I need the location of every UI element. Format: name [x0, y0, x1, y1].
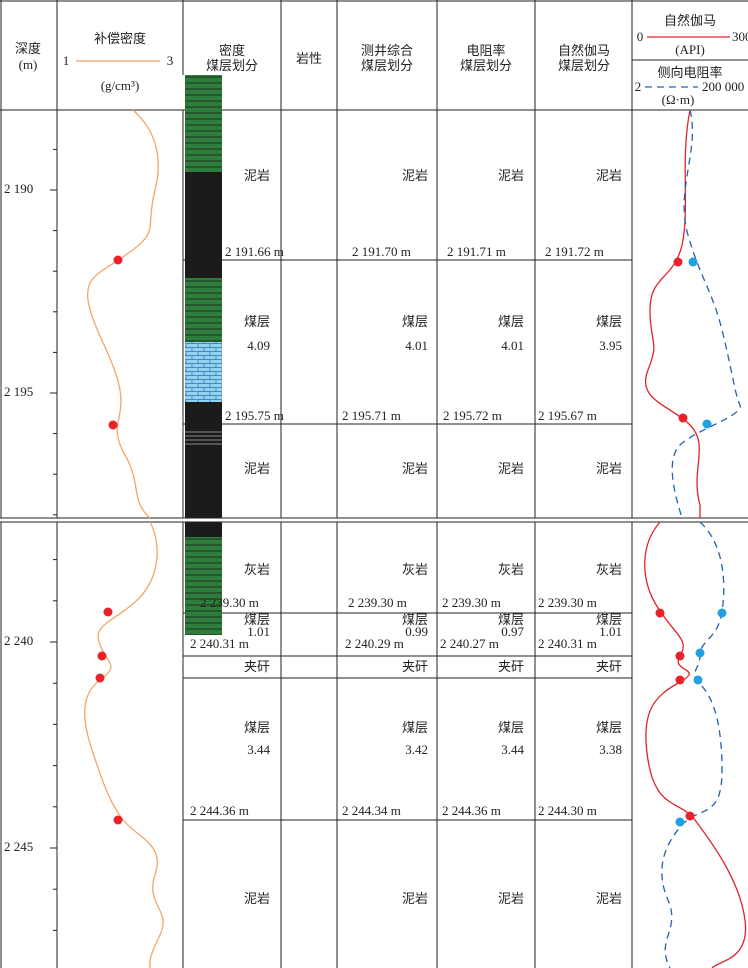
header-text: 300	[732, 29, 748, 44]
header-text: 煤层划分	[361, 58, 413, 73]
boundary-depth: 2 244.36 m	[190, 803, 249, 818]
boundary-depth: 2 195.72 m	[443, 408, 502, 423]
interval-label: 4.01	[501, 338, 524, 353]
interval-label: 泥岩	[244, 168, 270, 183]
interval-label: 1.01	[599, 624, 622, 639]
interval-label: 泥岩	[498, 891, 524, 906]
interval-label: 煤层	[402, 314, 428, 329]
boundary-depth: 2 239.30 m	[200, 595, 259, 610]
depth-label: 2 240	[4, 633, 33, 648]
depth-label: 2 195	[4, 384, 33, 399]
interval-label: 泥岩	[498, 168, 524, 183]
lithology-strip	[185, 75, 222, 635]
interval-label: 灰岩	[402, 562, 428, 577]
header-text: 深度	[15, 41, 41, 56]
header-text: (API)	[675, 42, 705, 57]
interval-label: 煤层	[244, 314, 270, 329]
boundary-depth: 2 244.30 m	[538, 803, 597, 818]
boundary-depth: 2 240.29 m	[345, 636, 404, 651]
boundary-depth: 2 191.71 m	[447, 244, 506, 259]
interval-label: 泥岩	[244, 891, 270, 906]
interval-label: 3.42	[405, 742, 428, 757]
interval-label: 3.38	[599, 742, 622, 757]
interval-label: 3.44	[501, 742, 524, 757]
interval-label: 4.01	[405, 338, 428, 353]
interval-label: 灰岩	[244, 562, 270, 577]
interval-label: 0.99	[405, 624, 428, 639]
interval-label: 泥岩	[402, 461, 428, 476]
interval-label: 灰岩	[498, 562, 524, 577]
interval-label: 夹矸	[244, 659, 270, 674]
header-text: 3	[167, 53, 174, 68]
boundary-depth: 2 195.75 m	[225, 408, 284, 423]
depth-label: 2 190	[4, 181, 33, 196]
interval-label: 泥岩	[596, 891, 622, 906]
boundary-depth: 2 239.30 m	[538, 595, 597, 610]
depth-label: 2 245	[4, 839, 33, 854]
boundary-depth: 2 240.31 m	[190, 636, 249, 651]
header-text: 密度	[219, 43, 245, 58]
interval-label: 灰岩	[596, 562, 622, 577]
boundary-depth: 2 244.36 m	[442, 803, 501, 818]
header-text: 煤层划分	[558, 58, 610, 73]
interval-label: 4.09	[247, 338, 270, 353]
boundary-depth: 2 240.31 m	[538, 636, 597, 651]
header-text: (g/cm³)	[101, 78, 140, 93]
header-text: (Ω·m)	[662, 92, 695, 107]
header-text: 测井综合	[361, 43, 413, 58]
interval-label: 煤层	[244, 720, 270, 735]
header-text: 自然伽马	[558, 43, 610, 58]
boundary-depth: 2 240.27 m	[440, 636, 499, 651]
interval-label: 3.44	[247, 742, 270, 757]
header-text: 补偿密度	[94, 31, 146, 46]
interval-label: 泥岩	[402, 891, 428, 906]
interval-label: 泥岩	[244, 461, 270, 476]
boundary-depth: 2 195.71 m	[342, 408, 401, 423]
header-text: (m)	[19, 57, 38, 72]
header-text: 岩性	[296, 51, 322, 66]
interval-label: 泥岩	[402, 168, 428, 183]
header-text: 煤层划分	[460, 58, 512, 73]
interval-label: 0.97	[501, 624, 524, 639]
header-text: 侧向电阻率	[657, 65, 722, 80]
interval-label: 夹矸	[498, 659, 524, 674]
grid	[0, 0, 748, 968]
interval-label: 煤层	[498, 720, 524, 735]
header-text: 2	[635, 79, 642, 94]
boundary-depth: 2 191.70 m	[352, 244, 411, 259]
header-text: 0	[637, 29, 644, 44]
boundary-depth: 2 239.30 m	[442, 595, 501, 610]
boundary-depth: 2 191.66 m	[225, 244, 284, 259]
interval-label: 夹矸	[596, 659, 622, 674]
interval-label: 泥岩	[596, 461, 622, 476]
interval-label: 煤层	[498, 314, 524, 329]
header-text: 自然伽马	[664, 13, 716, 28]
boundary-depth: 2 244.34 m	[342, 803, 401, 818]
curves	[85, 110, 746, 968]
header-text: 电阻率	[466, 43, 505, 58]
interval-label: 泥岩	[596, 168, 622, 183]
boundary-depth: 2 195.67 m	[538, 408, 597, 423]
interval-label: 煤层	[596, 314, 622, 329]
boundary-depth: 2 191.72 m	[545, 244, 604, 259]
header-text: 煤层划分	[206, 58, 258, 73]
interval-label: 煤层	[596, 720, 622, 735]
well-log-figure: 深度 (m) 补偿密度 1 3 (g/cm³) 密度 煤层划分 岩性 测井综合 …	[0, 0, 748, 968]
header-text: 1	[63, 53, 70, 68]
interval-label: 1.01	[247, 624, 270, 639]
interval-label: 泥岩	[498, 461, 524, 476]
interval-label: 3.95	[599, 338, 622, 353]
header-text: 200 000	[702, 79, 744, 94]
interval-label: 夹矸	[402, 659, 428, 674]
interval-label: 煤层	[402, 720, 428, 735]
boundary-depth: 2 239.30 m	[348, 595, 407, 610]
